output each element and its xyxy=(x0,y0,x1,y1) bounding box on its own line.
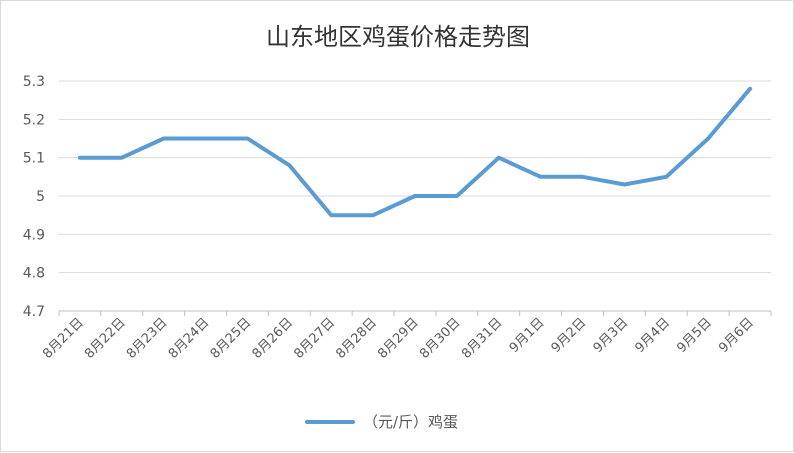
chart-title: 山东地区鸡蛋价格走势图 xyxy=(266,23,530,51)
y-tick-label: 5.3 xyxy=(23,74,45,90)
x-axis xyxy=(58,310,772,316)
y-tick-label: 4.9 xyxy=(23,227,45,243)
x-tick-label: 9月1日 xyxy=(507,315,548,356)
x-tick-label: 8月29日 xyxy=(375,315,422,362)
x-tick-label: 8月28日 xyxy=(333,315,380,362)
y-tick-label: 5.1 xyxy=(23,151,45,167)
x-tick-label: 8月21日 xyxy=(40,315,87,362)
x-tick-label: 9月4日 xyxy=(632,315,673,356)
x-tick-label: 8月23日 xyxy=(124,315,171,362)
legend-label: （元/斤）鸡蛋 xyxy=(363,413,458,431)
y-tick-label: 4.7 xyxy=(23,304,45,320)
x-axis-ticks: 8月21日8月22日8月23日8月24日8月25日8月26日8月27日8月28日… xyxy=(40,315,757,362)
y-axis-ticks: 4.7 4.8 4.9 5 5.1 5.2 5.3 xyxy=(23,74,45,320)
x-tick-label: 9月2日 xyxy=(549,315,590,356)
x-tick-label: 8月24日 xyxy=(166,315,213,362)
x-tick-label: 8月25日 xyxy=(208,315,255,362)
y-tick-label: 5 xyxy=(36,189,45,205)
x-tick-label: 9月6日 xyxy=(716,315,757,356)
x-tick-label: 9月3日 xyxy=(591,315,632,356)
x-tick-label: 9月5日 xyxy=(674,315,715,356)
x-tick-label: 8月31日 xyxy=(459,315,506,362)
x-tick-label: 8月30日 xyxy=(417,315,464,362)
y-tick-label: 5.2 xyxy=(23,112,45,128)
y-tick-label: 4.8 xyxy=(23,266,45,282)
legend: （元/斤）鸡蛋 xyxy=(305,413,458,431)
x-tick-label: 8月22日 xyxy=(82,315,129,362)
x-tick-label: 8月26日 xyxy=(250,315,297,362)
x-tick-label: 8月27日 xyxy=(292,315,339,362)
series-line xyxy=(77,86,753,218)
series-group xyxy=(77,86,753,218)
